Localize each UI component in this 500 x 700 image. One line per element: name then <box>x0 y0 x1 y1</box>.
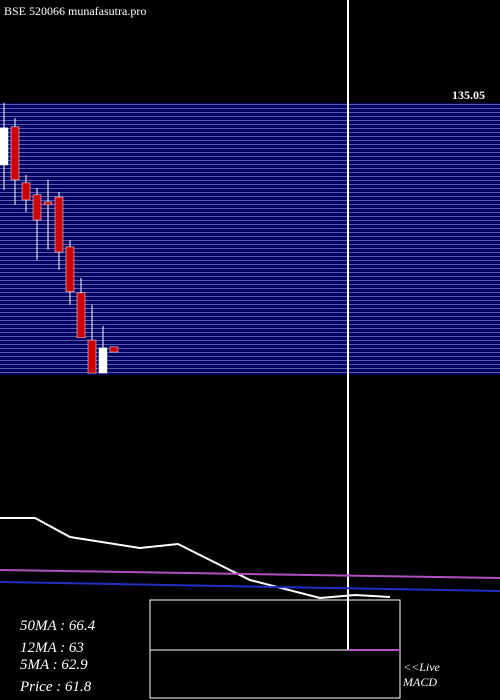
stat-50ma: 50MA : 66.4 <box>20 618 96 634</box>
indicator-line <box>0 569 500 579</box>
candle-body <box>98 347 108 374</box>
candle-body <box>21 182 31 201</box>
live-link[interactable]: <<Live <box>403 660 441 674</box>
candle-body <box>87 339 97 374</box>
price-grid <box>0 103 500 375</box>
macd-label: MACD <box>402 675 437 689</box>
indicator-line <box>0 581 500 592</box>
indicator-line <box>0 517 391 600</box>
candle-body <box>10 126 20 181</box>
chart-title: BSE 520066 munafasutra.pro <box>4 4 146 18</box>
stat-price: Price : 61.8 <box>19 679 92 695</box>
candle-body <box>0 127 9 166</box>
candle-body <box>43 201 53 206</box>
candle-body <box>76 292 86 339</box>
candle-body <box>32 194 42 221</box>
candle-body <box>65 246 75 293</box>
stat-5ma: 5MA : 62.9 <box>20 657 88 673</box>
candle-body <box>54 196 64 253</box>
top-price-label: 135.05 <box>452 88 485 102</box>
stat-12ma: 12MA : 63 <box>20 640 84 656</box>
candle-body <box>109 346 119 353</box>
